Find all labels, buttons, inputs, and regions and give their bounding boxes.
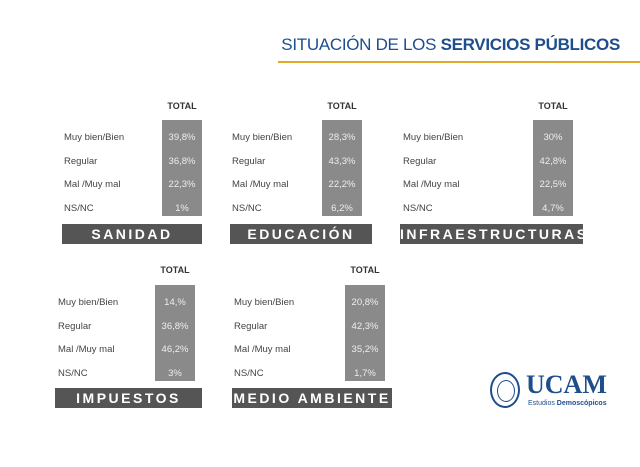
row-value: 1%: [175, 202, 189, 214]
value-column: [533, 120, 573, 216]
row-label: Mal /Muy mal: [58, 344, 115, 355]
row-value: 14,%: [164, 297, 186, 308]
row-label: NS/NC: [58, 367, 88, 379]
panel-title-sanidad: SANIDAD: [62, 224, 202, 244]
panel-title-impuestos: IMPUESTOS: [55, 388, 202, 408]
row-value: 22,2%: [328, 179, 356, 190]
row-value: 43,3%: [328, 155, 356, 167]
row-value: 39,8%: [168, 132, 196, 143]
row-value: 35,2%: [351, 344, 379, 355]
row-value: 22,5%: [539, 179, 567, 190]
row-value: 46,2%: [161, 344, 189, 355]
row-label: Mal /Muy mal: [64, 179, 121, 190]
title-regular: SITUACIÓN DE LOS: [281, 35, 441, 54]
logo-sub-regular: Estudios: [528, 400, 557, 407]
ucam-seal-icon: [490, 372, 520, 408]
row-value: 20,8%: [351, 297, 379, 308]
value-column: [162, 120, 202, 216]
title-underline: [278, 61, 640, 63]
value-column: [345, 285, 385, 381]
total-header: TOTAL: [350, 265, 380, 275]
row-value: 1,7%: [354, 367, 376, 379]
panel-title-medio-ambiente: MEDIO AMBIENTE: [232, 388, 392, 408]
total-header: TOTAL: [327, 101, 357, 111]
row-value: 4,7%: [542, 202, 564, 214]
row-value: 36,8%: [161, 320, 189, 332]
total-header: TOTAL: [160, 265, 190, 275]
row-label: Muy bien/Bien: [64, 132, 125, 143]
row-label: Regular: [403, 155, 437, 167]
value-column: [155, 285, 195, 381]
panel-title-infraestructuras: INFRAESTRUCTURAS: [400, 224, 589, 244]
row-value: 22,3%: [168, 179, 196, 190]
row-label: Muy bien/Bien: [58, 297, 119, 308]
row-value: 36,8%: [168, 155, 196, 167]
row-label: Regular: [58, 320, 92, 332]
row-label: NS/NC: [232, 202, 262, 214]
row-value: 30%: [543, 132, 563, 143]
row-label: Mal /Muy mal: [403, 179, 460, 190]
row-label: Muy bien/Bien: [403, 132, 464, 143]
row-label: Muy bien/Bien: [232, 132, 293, 143]
logo-subtitle: Estudios Demoscópicos: [528, 400, 607, 407]
row-label: Mal /Muy mal: [232, 179, 289, 190]
value-column: [322, 120, 362, 216]
panel-title-educacion: EDUCACIÓN: [230, 224, 372, 244]
row-value: 42,8%: [539, 155, 567, 167]
row-label: Regular: [234, 320, 268, 332]
total-header: TOTAL: [167, 101, 197, 111]
title-bold: SERVICIOS PÚBLICOS: [440, 35, 621, 54]
row-label: NS/NC: [64, 202, 94, 214]
row-label: NS/NC: [234, 367, 264, 379]
row-value: 28,3%: [328, 132, 356, 143]
total-header: TOTAL: [538, 101, 568, 111]
row-label: NS/NC: [403, 202, 433, 214]
row-label: Regular: [64, 155, 98, 167]
logo-sub-bold: Demoscópicos: [556, 400, 607, 407]
row-label: Muy bien/Bien: [234, 297, 295, 308]
row-value: 6,2%: [331, 202, 353, 214]
logo-name: UCAM: [526, 370, 607, 399]
row-label: Mal /Muy mal: [234, 344, 291, 355]
row-label: Regular: [232, 155, 266, 167]
page-title: SITUACIÓN DE LOS SERVICIOS PÚBLICOS: [281, 35, 620, 55]
row-value: 42,3%: [351, 320, 379, 332]
row-value: 3%: [168, 367, 182, 379]
